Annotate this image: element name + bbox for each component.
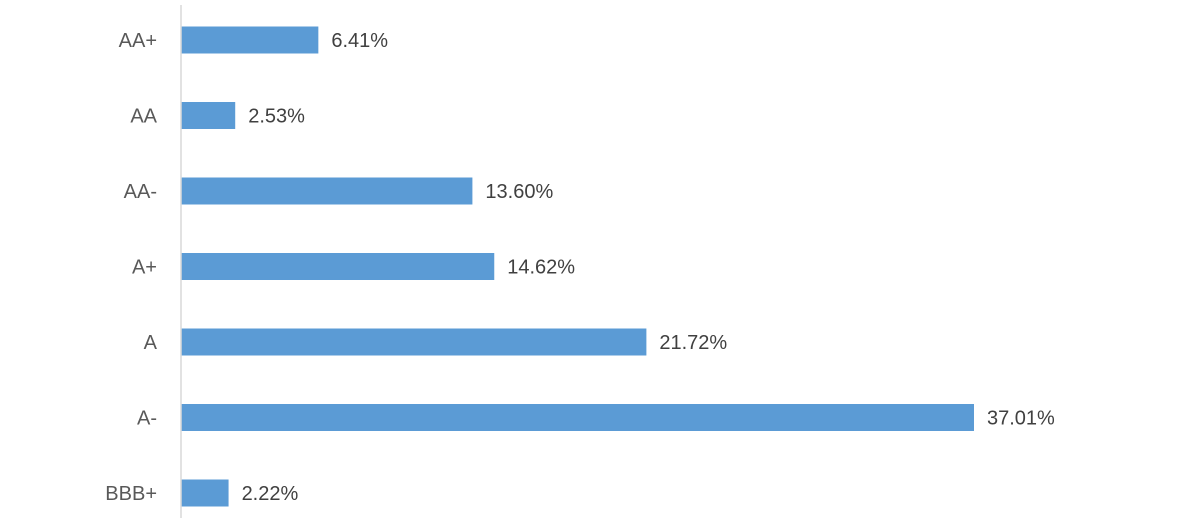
bar-AA bbox=[181, 102, 236, 129]
category-label-AA+: AA+ bbox=[119, 30, 157, 52]
category-label-AA-: AA- bbox=[124, 181, 157, 203]
bar-A- bbox=[181, 404, 974, 431]
data-label-A: 21.72% bbox=[659, 332, 727, 354]
category-label-A-: A- bbox=[137, 408, 157, 430]
data-label-A+: 14.62% bbox=[507, 257, 575, 279]
category-label-A+: A+ bbox=[132, 257, 157, 279]
category-label-AA: AA bbox=[130, 106, 157, 128]
data-label-AA-: 13.60% bbox=[485, 181, 553, 203]
bar-AA- bbox=[181, 177, 473, 205]
bar-A+ bbox=[181, 253, 495, 280]
data-label-AA+: 6.41% bbox=[331, 30, 388, 52]
category-label-A: A bbox=[144, 332, 158, 354]
data-label-A-: 37.01% bbox=[987, 408, 1055, 430]
bar-AA+ bbox=[181, 26, 319, 54]
data-label-BBB+: 2.22% bbox=[242, 483, 299, 505]
bars-group bbox=[181, 26, 974, 507]
bar-A bbox=[181, 328, 647, 356]
data-label-AA: 2.53% bbox=[248, 106, 305, 128]
category-label-BBB+: BBB+ bbox=[105, 483, 157, 505]
bar-BBB+ bbox=[181, 479, 229, 507]
data-labels-group: 6.41% 2.53% 13.60% 14.62% 21.72% 37.01% 2.22% bbox=[242, 30, 1055, 505]
